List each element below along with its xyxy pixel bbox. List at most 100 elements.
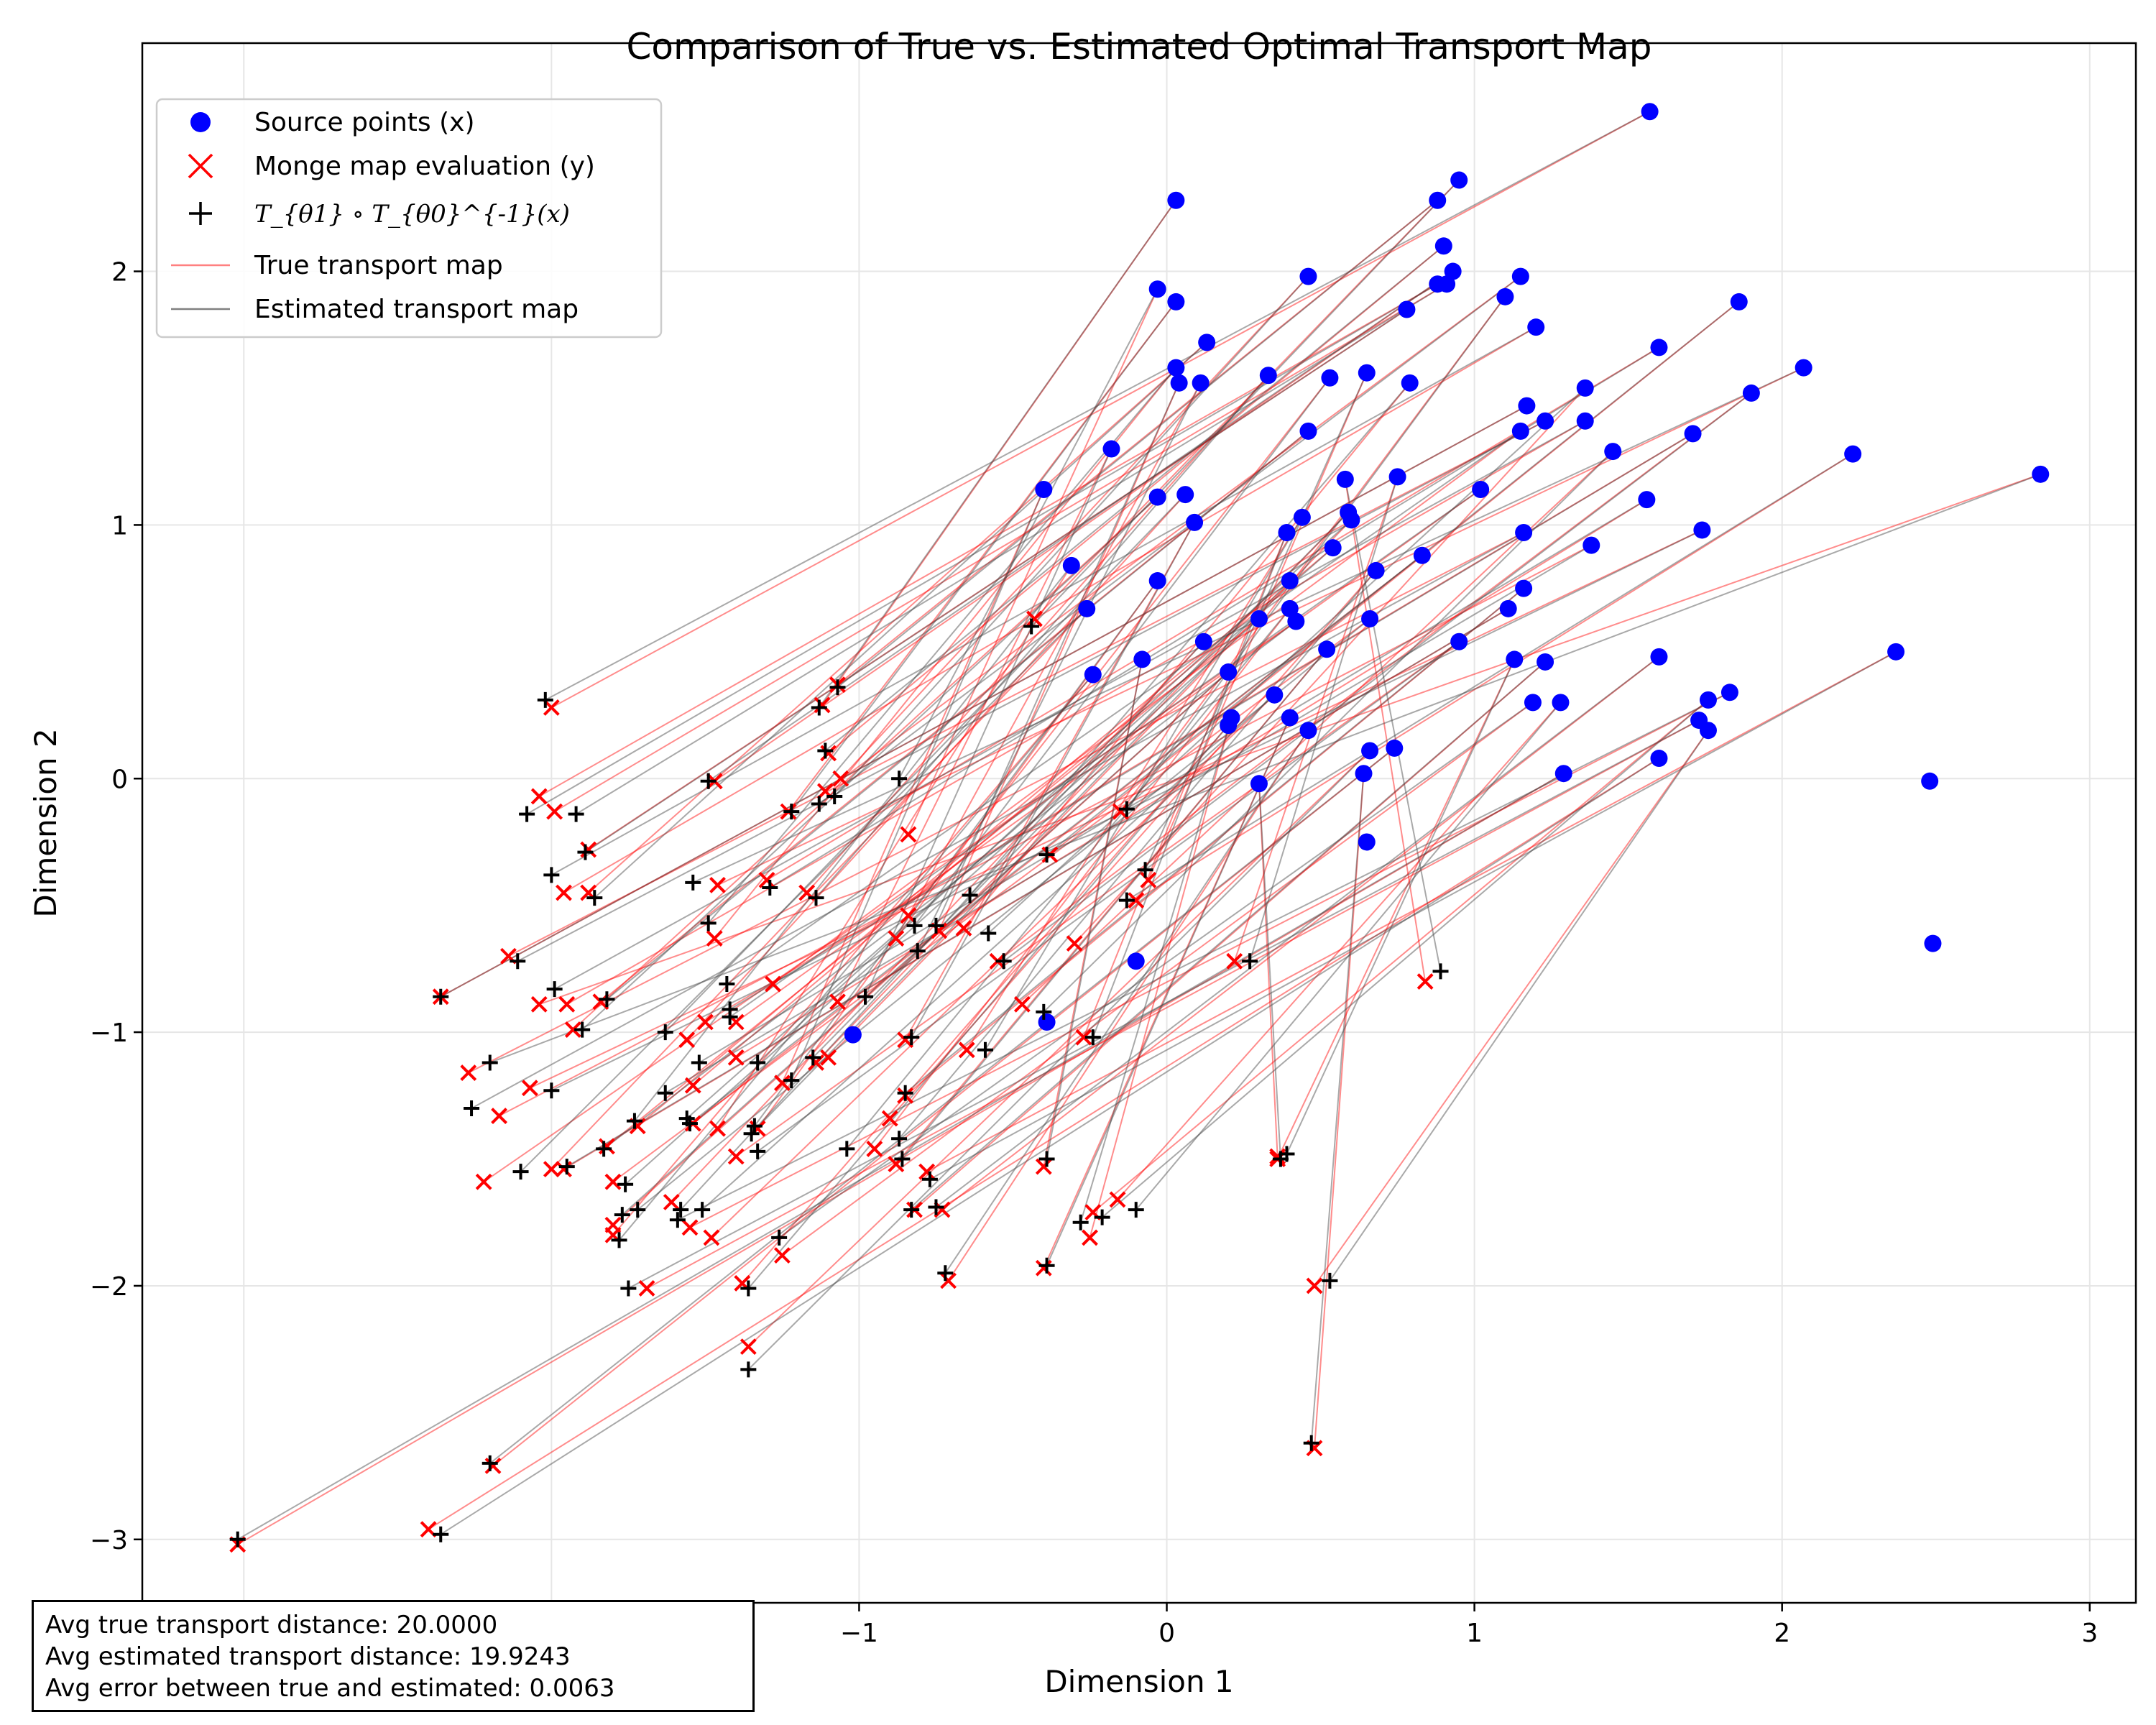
estimated-map-line [898, 570, 1377, 1139]
estimated-map-line [747, 724, 1229, 1289]
source-point [1198, 334, 1216, 351]
estimated-point [894, 1151, 911, 1167]
estimated-point [897, 1085, 913, 1101]
estimated-map-line [846, 608, 1291, 1150]
true-map-line [947, 730, 1309, 1282]
true-map-line [686, 494, 1186, 1041]
true-map-line [588, 341, 1207, 893]
estimated-map-line [757, 640, 1460, 1152]
estimated-point [586, 890, 603, 906]
estimated-map-line [625, 618, 1260, 1185]
monge-point [530, 995, 548, 1013]
estimated-map-line [1046, 717, 1291, 1266]
source-point [1358, 833, 1376, 851]
estimated-point [928, 917, 944, 934]
monge-point [940, 1272, 957, 1289]
source-point [2032, 465, 2050, 483]
estimated-map-line [1046, 301, 1740, 855]
estimated-point [829, 679, 846, 696]
estimated-point [574, 1021, 591, 1038]
estimated-map-line [627, 719, 1700, 1289]
estimated-point [909, 943, 926, 960]
estimated-map-line [489, 748, 1395, 1464]
source-point [1299, 267, 1317, 285]
estimated-map-line [985, 517, 1303, 1051]
estimated-point [700, 915, 717, 932]
estimated-point [1084, 1029, 1101, 1046]
x-tick-label: 1 [1466, 1619, 1483, 1648]
source-point [1730, 293, 1748, 310]
true-map-line [1074, 387, 1586, 944]
source-point [1361, 610, 1379, 627]
y-tick-label: 0 [111, 765, 128, 794]
monge-point [820, 745, 837, 762]
true-map-line [468, 532, 1524, 1074]
estimated-map-line [576, 283, 1447, 815]
true-map-line [772, 431, 1521, 985]
estimated-map-line [1101, 699, 1709, 1218]
monge-point [1082, 1229, 1098, 1246]
estimated-map-line [526, 283, 1438, 815]
true-map-line [908, 288, 1158, 835]
true-map-line [1043, 717, 1291, 1269]
source-point [1342, 511, 1360, 529]
monge-point [681, 1219, 699, 1236]
source-point [1518, 397, 1536, 415]
estimated-map-line [905, 587, 1524, 1094]
source-point [1148, 280, 1166, 298]
source-point [1293, 508, 1311, 526]
estimated-map-line [944, 730, 1309, 1274]
source-point [1321, 369, 1339, 387]
monge-point [1306, 1277, 1323, 1294]
true-map-line [1033, 179, 1460, 620]
estimated-point [630, 1202, 646, 1218]
true-map-line [1233, 477, 1399, 962]
monge-point [774, 1075, 791, 1092]
true-map-line [492, 748, 1395, 1467]
estimated-point [1118, 892, 1135, 908]
source-point [1496, 288, 1514, 305]
true-map-line [889, 570, 1377, 1119]
estimated-point [510, 953, 526, 970]
estimated-point [1038, 847, 1055, 863]
monge-point [765, 975, 781, 993]
estimated-point [685, 874, 701, 891]
source-point [1795, 359, 1812, 377]
monge-point [829, 993, 846, 1011]
source-point [1511, 267, 1529, 285]
source-point [844, 1026, 862, 1044]
true-map-line [1135, 453, 1853, 901]
estimated-map-line [584, 308, 1407, 853]
monge-point [703, 1229, 720, 1246]
estimated-map-line [1286, 658, 1516, 1154]
monge-point [918, 1163, 936, 1180]
monge-point [460, 1064, 477, 1081]
monge-point [1066, 935, 1083, 952]
true-map-line [788, 301, 1177, 812]
estimated-map-line [634, 565, 1072, 1122]
estimated-point [1242, 953, 1258, 970]
estimated-map-line [791, 489, 1045, 1081]
monge-point [1075, 1029, 1092, 1046]
true-map-line [1021, 451, 1613, 1006]
estimated-map-line [554, 420, 1586, 990]
true-map-line [837, 448, 1112, 1003]
source-point [1278, 523, 1296, 541]
true-map-line [1049, 301, 1740, 855]
true-map-line [612, 673, 1094, 1236]
estimated-map-line [987, 387, 1586, 934]
estimated-point [681, 1116, 698, 1132]
monge-point [696, 1013, 714, 1031]
source-point [1078, 599, 1096, 617]
true-map-line [692, 554, 1423, 1124]
true-map-line [837, 199, 1438, 686]
true-map-line [895, 382, 1202, 939]
source-point [1537, 412, 1554, 430]
estimated-point [657, 1085, 673, 1101]
true-map-line [938, 382, 1180, 932]
estimated-point [1128, 1202, 1144, 1218]
estimated-map-line [969, 382, 1411, 896]
legend-label-true-map: True transport map [254, 251, 503, 280]
true-map-line [428, 758, 1659, 1530]
estimated-map-line [812, 512, 1349, 1059]
